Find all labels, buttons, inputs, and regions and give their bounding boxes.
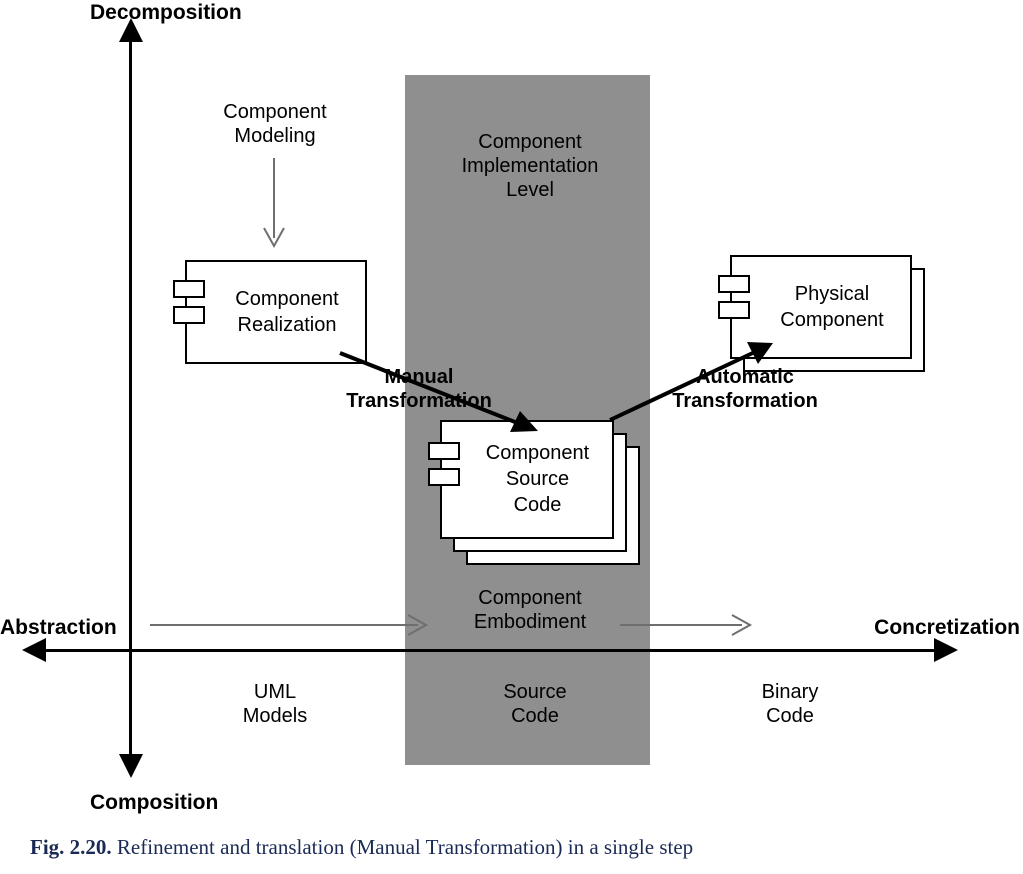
label-abstraction: Abstraction	[0, 615, 120, 640]
box-component-realization: Component Realization	[185, 260, 367, 364]
label-source-code: Source Code	[485, 680, 585, 728]
label-component-modeling: Component Modeling	[210, 100, 340, 148]
label-manual-transformation: Manual Transformation	[334, 365, 504, 413]
box-label: Component Realization	[217, 286, 357, 338]
box-physical-component: Physical Component	[730, 255, 912, 359]
label-automatic-transformation: Automatic Transformation	[660, 365, 830, 413]
diagram-canvas: Decomposition Composition Abstraction Co…	[0, 0, 1023, 874]
label-component-impl-level: Component Implementation Level	[450, 130, 610, 202]
label-concretization: Concretization	[850, 615, 1020, 640]
box-label: Component Source Code	[470, 440, 605, 518]
box-component-source-code: Component Source Code	[440, 420, 614, 539]
box-label: Physical Component	[762, 281, 902, 333]
label-decomposition: Decomposition	[90, 0, 242, 25]
tab-icon	[428, 442, 460, 460]
vertical-axis	[129, 25, 132, 770]
tab-icon	[173, 306, 205, 324]
horizontal-axis	[30, 649, 950, 652]
tab-icon	[428, 468, 460, 486]
label-composition: Composition	[90, 790, 218, 815]
label-component-embodiment: Component Embodiment	[450, 586, 610, 634]
tab-icon	[173, 280, 205, 298]
figure-caption: Fig. 2.20. Refinement and translation (M…	[30, 835, 693, 860]
label-uml-models: UML Models	[225, 680, 325, 728]
tab-icon	[718, 275, 750, 293]
label-binary-code: Binary Code	[740, 680, 840, 728]
tab-icon	[718, 301, 750, 319]
